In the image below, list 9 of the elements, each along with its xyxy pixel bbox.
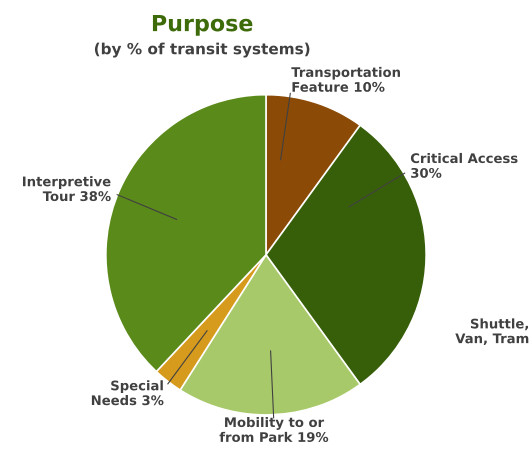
chart-title: Purpose (152, 14, 252, 36)
chart-subtitle: (by % of transit systems) (94, 42, 310, 58)
text: Shuttle, Van, Tram (455, 318, 528, 346)
slice-label: Critical Access (410, 152, 518, 164)
data-label: 30% (411, 168, 442, 178)
slice-label: Special Needs 3% (92, 380, 164, 406)
slice-label: Interpretive Tour 38% (23, 176, 111, 202)
slice-label: Mobility to or from Park 19% (220, 416, 328, 442)
slice-label: Transportation Feature 10% (291, 66, 400, 92)
